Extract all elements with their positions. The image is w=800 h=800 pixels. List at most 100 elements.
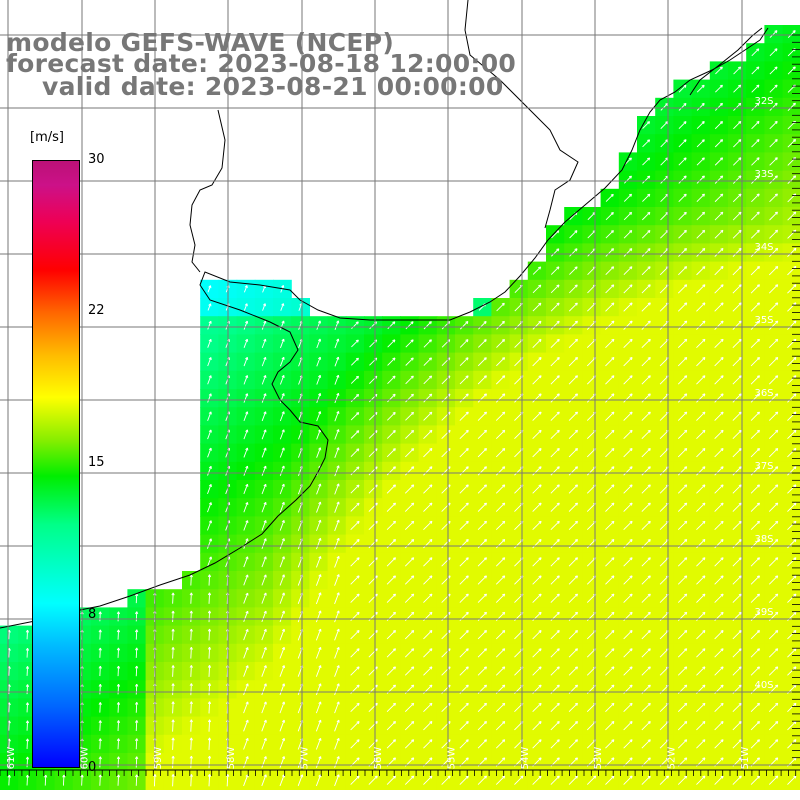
wind-arrow [316, 537, 322, 550]
wind-arrow [261, 501, 267, 513]
longitude-label: 54W [520, 747, 531, 770]
wind-arrow [495, 375, 506, 385]
wind-arrow [768, 411, 779, 421]
longitude-label: 56W [373, 747, 384, 770]
wind-arrow [243, 610, 249, 622]
wind-arrow [714, 448, 724, 458]
wind-arrow [623, 593, 633, 603]
wind-arrow [641, 484, 651, 494]
wind-arrow [207, 520, 212, 531]
wind-arrow [351, 321, 359, 330]
wind-arrow [386, 575, 396, 585]
wind-arrow [25, 756, 30, 768]
wind-arrow [677, 393, 688, 403]
wind-arrow [750, 593, 760, 603]
wind-arrow [261, 737, 267, 750]
wind-arrow [642, 157, 651, 166]
wind-arrow [751, 84, 760, 93]
wind-arrow [623, 175, 632, 184]
wind-arrow [568, 502, 578, 512]
wind-arrow [568, 739, 578, 749]
wind-arrow [459, 666, 469, 676]
wind-arrow [25, 684, 30, 695]
wind-arrow [477, 702, 487, 713]
wind-arrow [732, 502, 742, 512]
wind-arrow [750, 393, 760, 403]
wind-arrow [496, 357, 506, 367]
wind-arrow [261, 447, 267, 458]
wind-arrow [768, 284, 779, 294]
wind-arrow [751, 120, 760, 130]
wind-arrow [769, 102, 778, 111]
wind-arrow [569, 248, 578, 257]
wind-arrow [605, 557, 615, 567]
wind-arrow [696, 338, 706, 349]
wind-arrow [207, 465, 212, 476]
wind-arrow [189, 719, 193, 732]
wind-arrow [750, 721, 760, 731]
wind-arrow [768, 266, 779, 276]
wind-arrow [207, 701, 212, 714]
wind-arrow [641, 575, 651, 585]
wind-arrow [261, 756, 267, 768]
wind-arrow [189, 755, 193, 769]
wind-arrow [135, 611, 139, 622]
wind-arrow [350, 412, 360, 421]
wind-arrow [315, 646, 322, 659]
wind-arrow [751, 102, 760, 111]
wind-arrow [696, 247, 706, 257]
wind-arrow [787, 666, 797, 676]
latitude-label: 36S [754, 388, 773, 399]
wind-arrow [623, 266, 633, 276]
wind-arrow [550, 539, 560, 549]
wind-arrow [696, 666, 706, 676]
wind-arrow [477, 557, 487, 567]
wind-arrow [733, 66, 742, 75]
wind-arrow [751, 157, 760, 166]
wind-arrow [696, 557, 706, 567]
wind-arrow [732, 666, 742, 676]
wind-arrow [623, 721, 633, 731]
wind-arrow [423, 357, 432, 366]
wind-arrow [677, 539, 688, 549]
wind-arrow [641, 320, 651, 330]
wind-arrow [243, 592, 249, 604]
wind-arrow [243, 285, 248, 293]
wind-arrow [386, 557, 396, 567]
wind-arrow [696, 266, 706, 276]
wind-arrow [334, 646, 340, 659]
wind-arrow [243, 719, 249, 732]
wind-arrow [207, 375, 212, 385]
wind-arrow [423, 593, 433, 603]
wind-arrow [495, 448, 506, 458]
wind-arrow [623, 520, 633, 531]
wind-arrow [116, 756, 121, 768]
wind-arrow [495, 739, 506, 749]
wind-arrow [135, 720, 139, 732]
wind-arrow [715, 84, 723, 93]
wind-arrow [207, 683, 212, 696]
wind-arrow [116, 720, 121, 731]
wind-arrow [787, 466, 797, 476]
wind-arrow [459, 702, 469, 713]
wind-arrow [279, 356, 285, 367]
wind-arrow [261, 320, 267, 330]
wind-arrow [116, 629, 121, 640]
wind-arrow [459, 775, 469, 785]
wind-arrow [787, 539, 797, 549]
wind-arrow [243, 429, 249, 440]
wind-arrow [750, 575, 760, 585]
wind-arrow [261, 647, 267, 659]
wind-arrow [280, 303, 285, 311]
wind-arrow [261, 429, 267, 440]
wind-arrow [207, 447, 212, 458]
longitude-label: 52W [667, 747, 678, 770]
wind-arrow [641, 375, 651, 385]
wind-arrow [279, 483, 285, 495]
wind-arrow [25, 702, 30, 713]
longitude-label: 61W [6, 747, 17, 770]
wind-arrow [477, 630, 487, 640]
wind-arrow [334, 737, 340, 750]
wind-arrow [495, 502, 506, 512]
wind-arrow [605, 193, 614, 202]
